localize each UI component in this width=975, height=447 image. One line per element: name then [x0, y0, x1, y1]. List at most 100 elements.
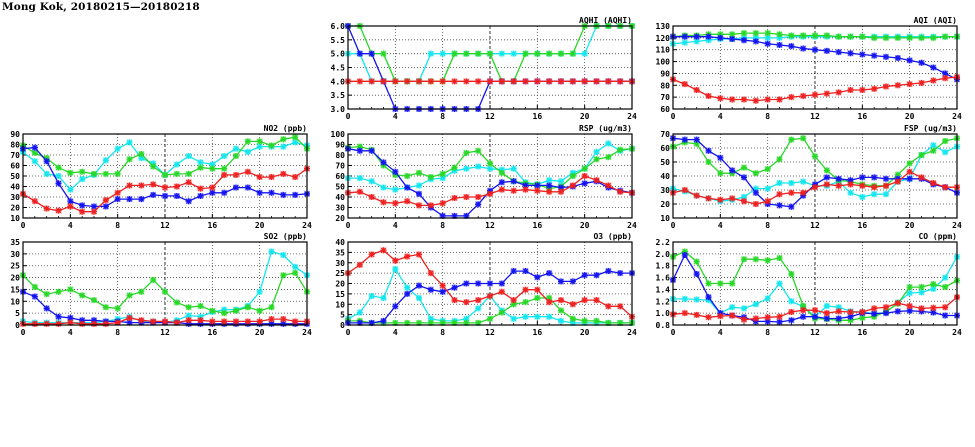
y-tick-label: 20 [10, 204, 20, 213]
data-point-marker [427, 174, 434, 181]
data-point-marker [569, 182, 576, 189]
data-point-marker [197, 313, 204, 320]
data-point-marker [292, 318, 299, 325]
y-tick-label: 10 [660, 214, 670, 223]
data-point-marker [522, 78, 529, 85]
data-point-marker [788, 180, 795, 186]
data-point-marker [569, 301, 576, 308]
data-point-marker [427, 286, 434, 293]
data-point-marker [487, 187, 493, 194]
data-point-marker [126, 314, 133, 321]
data-point-marker [510, 178, 517, 185]
x-tick-label: 0 [346, 328, 351, 337]
data-point-marker [788, 136, 795, 143]
data-point-marker [114, 305, 121, 312]
data-point-marker [741, 164, 747, 171]
x-tick-label: 20 [580, 328, 590, 337]
y-tick-label: 100 [331, 130, 346, 139]
series-red [20, 165, 310, 215]
x-tick-label: 16 [858, 328, 868, 337]
y-tick-label: 90 [10, 130, 20, 139]
data-point-marker [510, 187, 517, 194]
data-point-marker [475, 201, 482, 208]
data-point-marker [812, 184, 818, 191]
y-tick-label: 70 [660, 130, 670, 139]
y-tick-label: 0 [15, 321, 20, 330]
data-point-marker [162, 288, 168, 295]
data-point-marker [79, 202, 86, 209]
data-point-marker [150, 163, 157, 170]
plot-frame [22, 133, 308, 219]
data-point-marker [356, 175, 363, 182]
data-point-marker [871, 184, 878, 191]
data-point-marker [800, 92, 807, 99]
data-point-marker [31, 284, 38, 291]
data-point-marker [416, 182, 422, 189]
data-point-marker [43, 291, 50, 298]
data-point-marker [221, 171, 228, 178]
data-point-marker [617, 78, 624, 85]
data-point-marker [741, 96, 747, 103]
data-point-marker [942, 70, 949, 77]
data-point-marker [487, 315, 493, 322]
x-tick-label: 8 [115, 221, 120, 230]
data-point-marker [392, 78, 399, 85]
data-point-marker [510, 315, 517, 322]
data-point-marker [292, 174, 299, 181]
data-point-marker [487, 190, 493, 197]
plot-frame [672, 25, 958, 110]
y-tick-label: 70 [335, 162, 345, 171]
data-point-marker [788, 308, 795, 315]
data-point-marker [380, 247, 387, 254]
x-tick-label: 4 [718, 221, 723, 230]
x-tick-label: 12 [810, 328, 820, 337]
data-point-marker [463, 280, 470, 287]
data-point-marker [752, 38, 759, 45]
data-point-marker [741, 37, 747, 44]
data-point-marker [605, 182, 612, 189]
data-point-marker [102, 304, 109, 311]
y-tick-label: 20 [660, 200, 670, 209]
y-tick-label: 6.0 [331, 22, 346, 31]
data-point-marker [883, 310, 889, 317]
x-tick-label: 16 [858, 221, 868, 230]
y-tick-label: 15 [10, 285, 20, 294]
data-point-marker [498, 50, 505, 57]
data-point-marker [681, 248, 688, 255]
y-tick-label: 30 [335, 204, 345, 213]
data-point-marker [764, 30, 771, 37]
plot-frame [347, 133, 633, 219]
data-point-marker [31, 320, 38, 327]
data-point-marker [380, 199, 387, 206]
data-point-marker [593, 272, 600, 279]
data-point-marker [593, 177, 600, 184]
data-point-marker [416, 202, 422, 209]
data-point-marker [197, 192, 204, 199]
y-tick-label: 3.5 [331, 91, 346, 100]
data-point-marker [871, 310, 878, 317]
data-point-marker [292, 269, 299, 276]
data-point-marker [681, 252, 688, 259]
data-point-marker [741, 256, 747, 263]
y-tick-label: 5.0 [331, 50, 346, 59]
y-tick-label: 0.8 [656, 321, 671, 330]
data-point-marker [812, 46, 818, 53]
data-point-marker [67, 314, 74, 321]
data-point-marker [79, 292, 86, 299]
data-point-marker [451, 50, 458, 57]
data-point-marker [55, 320, 62, 327]
data-point-marker [404, 198, 411, 205]
data-point-marker [569, 173, 576, 179]
data-point-marker [356, 309, 363, 316]
data-point-marker [930, 281, 937, 288]
data-point-marker [729, 96, 736, 103]
data-point-marker [752, 185, 759, 192]
data-point-marker [102, 157, 109, 164]
data-point-marker [942, 304, 949, 311]
data-point-marker [741, 316, 747, 323]
x-tick-label: 24 [627, 221, 637, 230]
x-tick-label: 24 [952, 221, 962, 230]
x-tick-label: 20 [580, 112, 590, 121]
data-point-marker [185, 320, 192, 327]
